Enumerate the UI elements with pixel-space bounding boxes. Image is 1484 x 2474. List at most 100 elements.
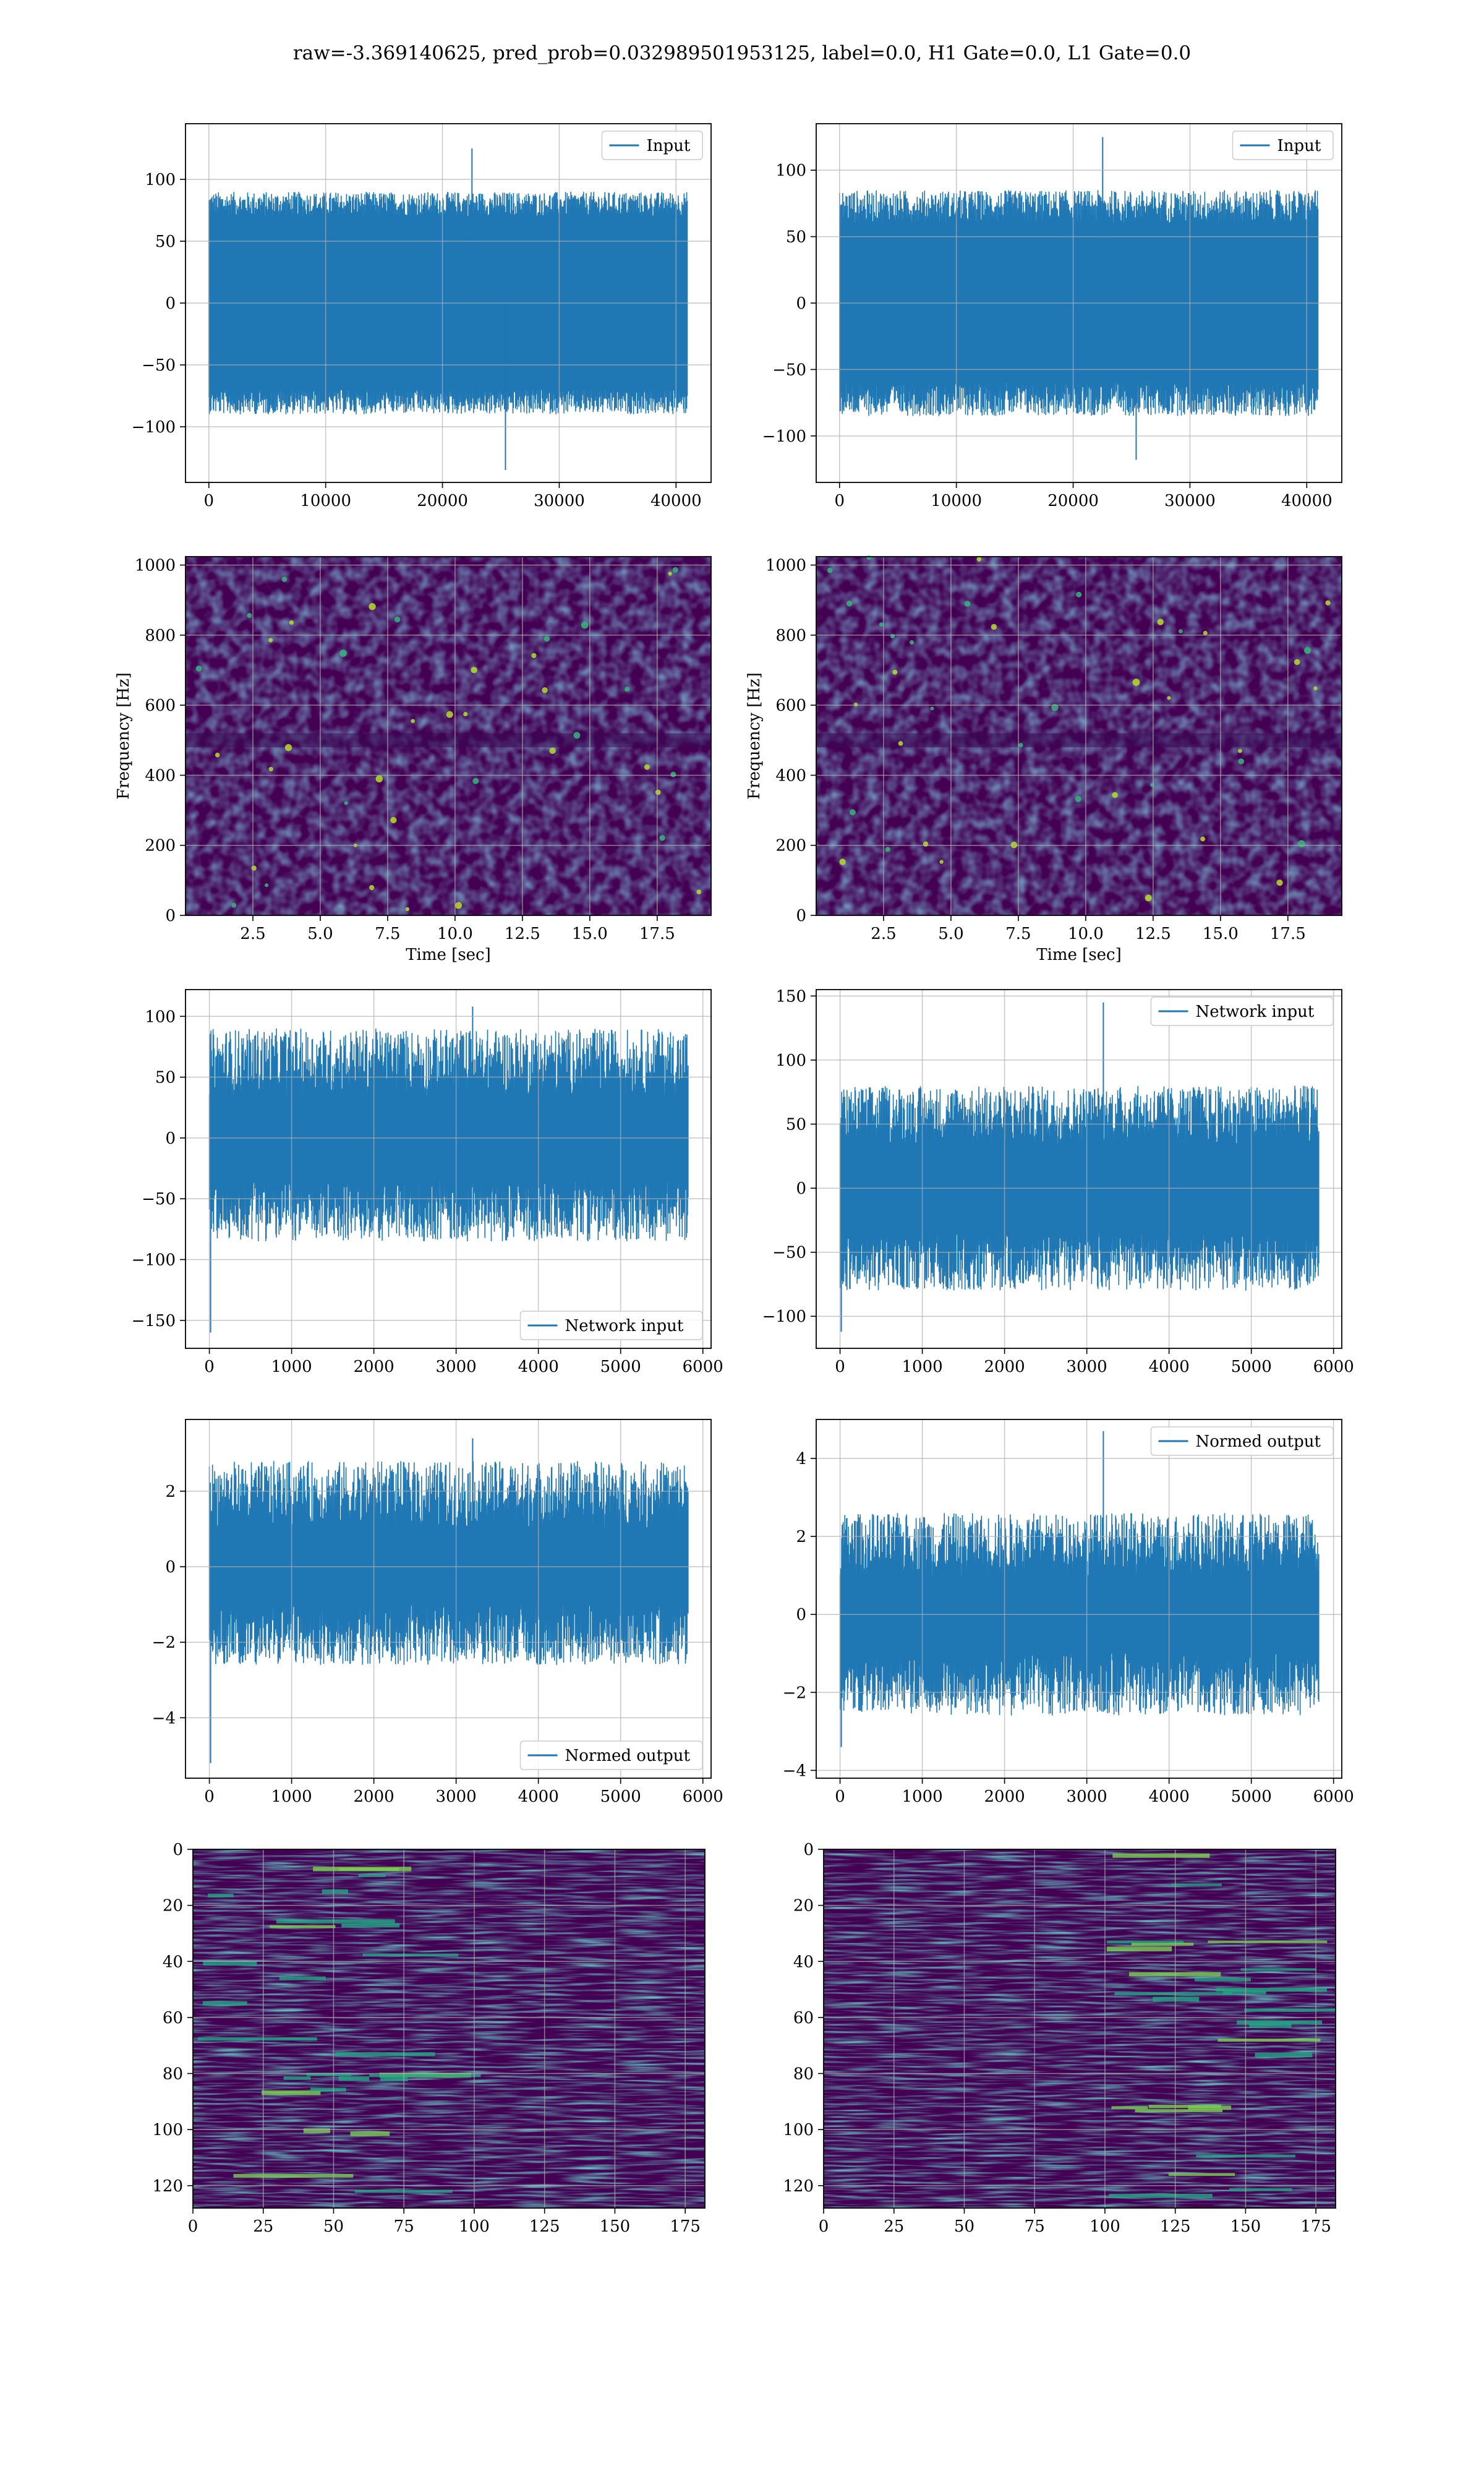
x-tick-label: 20000 — [1047, 492, 1099, 510]
heatmap-streak — [1111, 2106, 1148, 2109]
series-line — [839, 1085, 1320, 1291]
heatmap-speckle — [531, 653, 537, 659]
x-tick-label: 6000 — [1313, 1358, 1354, 1376]
heatmap-speckle — [930, 706, 934, 711]
x-tick-label: 100 — [1090, 2217, 1120, 2236]
y-tick-label: −50 — [142, 1190, 176, 1209]
heatmap-streak — [1217, 2039, 1321, 2042]
heatmap-speckle — [1238, 758, 1245, 764]
axes-frame — [816, 989, 1342, 1349]
heatmap-streak — [1131, 1943, 1194, 1946]
heatmap-speckle — [1178, 629, 1183, 634]
heatmap-speckle — [268, 766, 273, 772]
heatmap-streak — [1249, 2023, 1292, 2028]
y-tick-label: 0 — [796, 1606, 806, 1624]
y-tick-label: 60 — [793, 2009, 814, 2027]
heatmap-streak — [369, 2074, 481, 2078]
heatmap-speckle — [375, 775, 383, 783]
y-tick-label: 0 — [173, 1841, 183, 1859]
y-tick-label: 1000 — [765, 557, 806, 575]
x-tick-label: 0 — [188, 2217, 198, 2236]
y-tick-label: 0 — [796, 907, 806, 925]
heatmap-speckle — [247, 613, 252, 618]
x-tick-label: 150 — [600, 2217, 631, 2236]
x-tick-label: 40000 — [650, 492, 702, 510]
series-line — [839, 1513, 1320, 1716]
x-tick-label: 2.5 — [871, 925, 896, 943]
heatmap-speckle — [549, 747, 556, 755]
y-tick-label: 100 — [783, 2121, 814, 2139]
x-tick-label: 2.5 — [240, 925, 265, 943]
heatmap-speckle — [659, 835, 665, 841]
heatmap-speckle — [1203, 630, 1208, 636]
heatmap-streak — [1135, 2109, 1222, 2112]
heatmap-speckle — [411, 719, 415, 724]
x-tick-label: 25 — [884, 2217, 904, 2236]
x-tick-label: 5000 — [600, 1358, 641, 1376]
y-tick-label: 150 — [775, 987, 806, 1006]
x-tick-label: 0 — [835, 1787, 845, 1806]
y-tick-label: 0 — [796, 294, 806, 313]
heatmap-speckle — [890, 633, 895, 639]
y-tick-label: 800 — [145, 627, 176, 645]
heatmap-streak — [335, 2052, 435, 2057]
x-tick-label: 2000 — [984, 1787, 1025, 1806]
heatmap-streak — [1107, 1946, 1172, 1951]
heatmap-streak — [203, 1961, 257, 1966]
y-axis-label: Frequency [Hz] — [114, 672, 133, 800]
heatmap-streak — [1237, 2020, 1323, 2025]
heatmap-speckle — [1276, 880, 1283, 886]
y-tick-label: 100 — [152, 2121, 183, 2139]
legend-box — [519, 1740, 703, 1770]
x-tick-label: 4000 — [518, 1358, 559, 1376]
x-tick-label: 3000 — [436, 1787, 477, 1806]
y-tick-label: −2 — [152, 1633, 176, 1652]
chart-panel-row5-right: 0 25 50 75 100 125 150 175 0 20 40 60 80 100 120 — [783, 1841, 1336, 2236]
heatmap-speckle — [1132, 678, 1140, 687]
axes-frame — [185, 1419, 712, 1779]
heatmap-speckle — [289, 620, 294, 625]
y-tick-label: 80 — [163, 2065, 183, 2084]
heatmap-speckle — [1200, 836, 1206, 842]
x-tick-label: 6000 — [683, 1358, 723, 1376]
heatmap-band — [816, 733, 1342, 748]
y-tick-label: −100 — [762, 1308, 806, 1326]
heatmap-streak — [1244, 2008, 1336, 2012]
heatmap-streak — [362, 1953, 459, 1957]
heatmap-speckle — [195, 666, 202, 672]
y-tick-label: 40 — [163, 1953, 183, 1971]
y-tick-label: 60 — [163, 2009, 183, 2027]
x-tick-label: 25 — [253, 2217, 273, 2236]
heatmap-speckle — [898, 741, 903, 746]
chart-panel-row5-left: 0 25 50 75 100 125 150 175 0 20 40 60 80 100 120 — [152, 1841, 706, 2236]
y-tick-label: 100 — [145, 171, 176, 189]
heatmap-streak — [1255, 2052, 1313, 2058]
heatmap-speckle — [976, 557, 982, 562]
heatmap-streak — [279, 1976, 326, 1980]
chart-panel-row1-right: 0 10000 20000 30000 40000 −100 −50 0 50 100 Input — [762, 123, 1342, 510]
heatmap-texture — [824, 1849, 1336, 2208]
heatmap-speckle — [390, 816, 397, 824]
x-tick-label: 5000 — [1231, 1787, 1272, 1806]
heatmap-speckle — [849, 809, 856, 816]
x-tick-label: 12.5 — [505, 925, 540, 943]
y-tick-label: 50 — [786, 1116, 806, 1134]
heatmap-speckle — [909, 640, 914, 645]
heatmap-streak — [1114, 1992, 1232, 1995]
y-tick-label: 2 — [165, 1483, 176, 1501]
y-tick-label: 600 — [775, 696, 806, 715]
heatmap-speckle — [1051, 704, 1059, 711]
y-tick-label: 20 — [793, 1897, 814, 1915]
heatmap-speckle — [472, 777, 479, 784]
y-tick-label: 0 — [165, 1129, 176, 1148]
x-tick-label: 7.5 — [1005, 925, 1031, 943]
heatmap-speckle — [655, 789, 661, 795]
x-tick-label: 4000 — [1149, 1358, 1190, 1376]
legend-label: Input — [1277, 137, 1321, 155]
heatmap-speckle — [1075, 795, 1081, 802]
heatmap-streak — [276, 1919, 395, 1924]
x-tick-label: 0 — [204, 492, 215, 510]
y-tick-label: −4 — [152, 1709, 176, 1727]
x-tick-label: 30000 — [1164, 492, 1216, 510]
heatmap-streak — [1171, 1883, 1222, 1886]
